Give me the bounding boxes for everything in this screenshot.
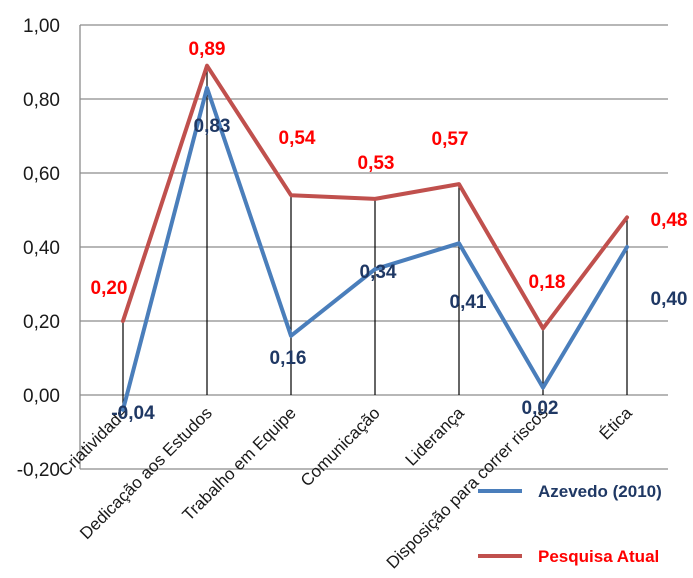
y-tick-label: 0,60 — [23, 164, 60, 185]
data-label: 0,02 — [522, 398, 559, 419]
data-label: 0,83 — [194, 116, 231, 137]
y-tick-label: 0,20 — [23, 312, 60, 333]
x-tick-label: Disposição para correr riscos — [383, 403, 552, 572]
y-axis-tick-labels: 1,00 0,80 0,60 0,40 0,20 0,00 -0,20 — [17, 16, 60, 481]
grid-lines — [80, 24, 668, 470]
legend-item-azevedo: Azevedo (2010) — [478, 482, 662, 501]
y-tick-label: 0,00 — [23, 386, 60, 407]
data-label: 0,53 — [358, 153, 395, 174]
y-tick-label: 0,80 — [23, 90, 60, 111]
x-tick-label: Comunicação — [297, 403, 384, 490]
data-label: 0,48 — [651, 210, 688, 231]
data-label: 0,20 — [91, 278, 128, 299]
legend: Azevedo (2010) Pesquisa Atual — [478, 482, 662, 566]
data-label: 0,34 — [360, 262, 397, 283]
x-tick-label: Liderança — [402, 403, 469, 470]
legend-label: Azevedo (2010) — [538, 482, 662, 501]
axes — [79, 25, 668, 469]
x-tick-label: Ética — [596, 403, 637, 444]
y-tick-label: 1,00 — [23, 16, 60, 37]
y-tick-label: -0,20 — [17, 460, 60, 481]
y-tick-label: 0,40 — [23, 238, 60, 259]
data-label: 0,16 — [270, 348, 307, 369]
series-lines — [121, 63, 629, 412]
series-line-pesquisa-atual — [121, 63, 629, 331]
series-line-azevedo — [121, 85, 629, 412]
data-label: 0,54 — [279, 128, 316, 149]
data-labels: -0,04 0,83 0,16 0,34 0,41 0,02 0,40 0,20 0,89 0,5… — [91, 39, 688, 424]
data-label: 0,40 — [651, 289, 688, 310]
legend-label: Pesquisa Atual — [538, 547, 659, 566]
data-label: 0,57 — [432, 129, 469, 150]
legend-item-pesquisa-atual: Pesquisa Atual — [478, 547, 659, 566]
data-label: 0,89 — [189, 39, 226, 60]
data-label: 0,41 — [450, 292, 487, 313]
data-label: -0,04 — [111, 403, 155, 424]
drop-lines — [122, 65, 628, 410]
data-label: 0,18 — [529, 272, 566, 293]
